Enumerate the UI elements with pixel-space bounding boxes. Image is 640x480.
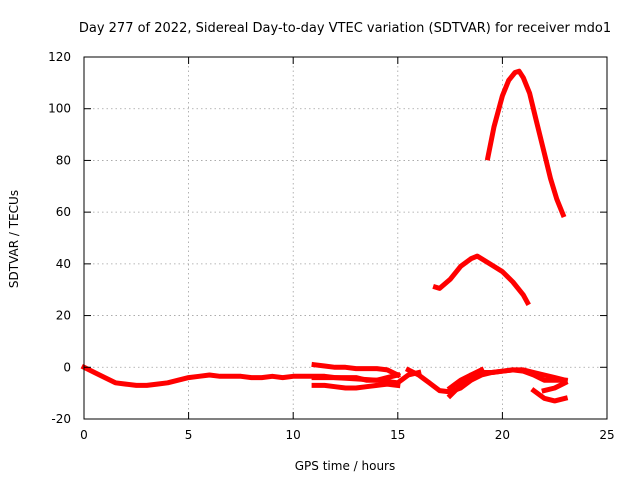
y-tick-label: 40 <box>56 257 71 271</box>
data-series-group <box>80 68 569 404</box>
series-line-arc-8 <box>530 387 569 404</box>
series-line-arc-3 <box>311 361 402 379</box>
y-tick-label: -20 <box>51 412 71 426</box>
x-tick-label: 25 <box>599 428 614 442</box>
x-tick-label: 10 <box>286 428 301 442</box>
series-line-arc-7 <box>446 366 485 400</box>
y-tick-label: 20 <box>56 309 71 323</box>
chart-title: Day 277 of 2022, Sidereal Day-to-day VTE… <box>79 21 611 36</box>
axes: 0 5 10 15 20 25 -20 0 20 40 60 80 100 120 <box>48 50 615 442</box>
x-tick-label: 5 <box>185 428 193 442</box>
series-line-arc-4 <box>311 369 422 386</box>
y-axis-label: SDTVAR / TECUs <box>7 190 21 288</box>
grid-lines <box>84 57 607 419</box>
y-tick-label: 0 <box>63 360 71 374</box>
x-tick-label: 20 <box>495 428 510 442</box>
series-line-arc-10 <box>432 253 531 306</box>
series-line-arc-9 <box>541 379 569 394</box>
y-tick-label: 120 <box>48 50 71 64</box>
x-tick-label: 0 <box>80 428 88 442</box>
y-tick-label: 60 <box>56 205 71 219</box>
y-tick-label: 80 <box>56 153 71 167</box>
series-line-arc-2 <box>311 381 401 391</box>
plot-frame <box>83 56 608 420</box>
x-tick-label: 15 <box>390 428 405 442</box>
x-axis-label: GPS time / hours <box>295 459 396 473</box>
y-tick-label: 100 <box>48 102 71 116</box>
series-line-arc-11 <box>484 68 567 218</box>
